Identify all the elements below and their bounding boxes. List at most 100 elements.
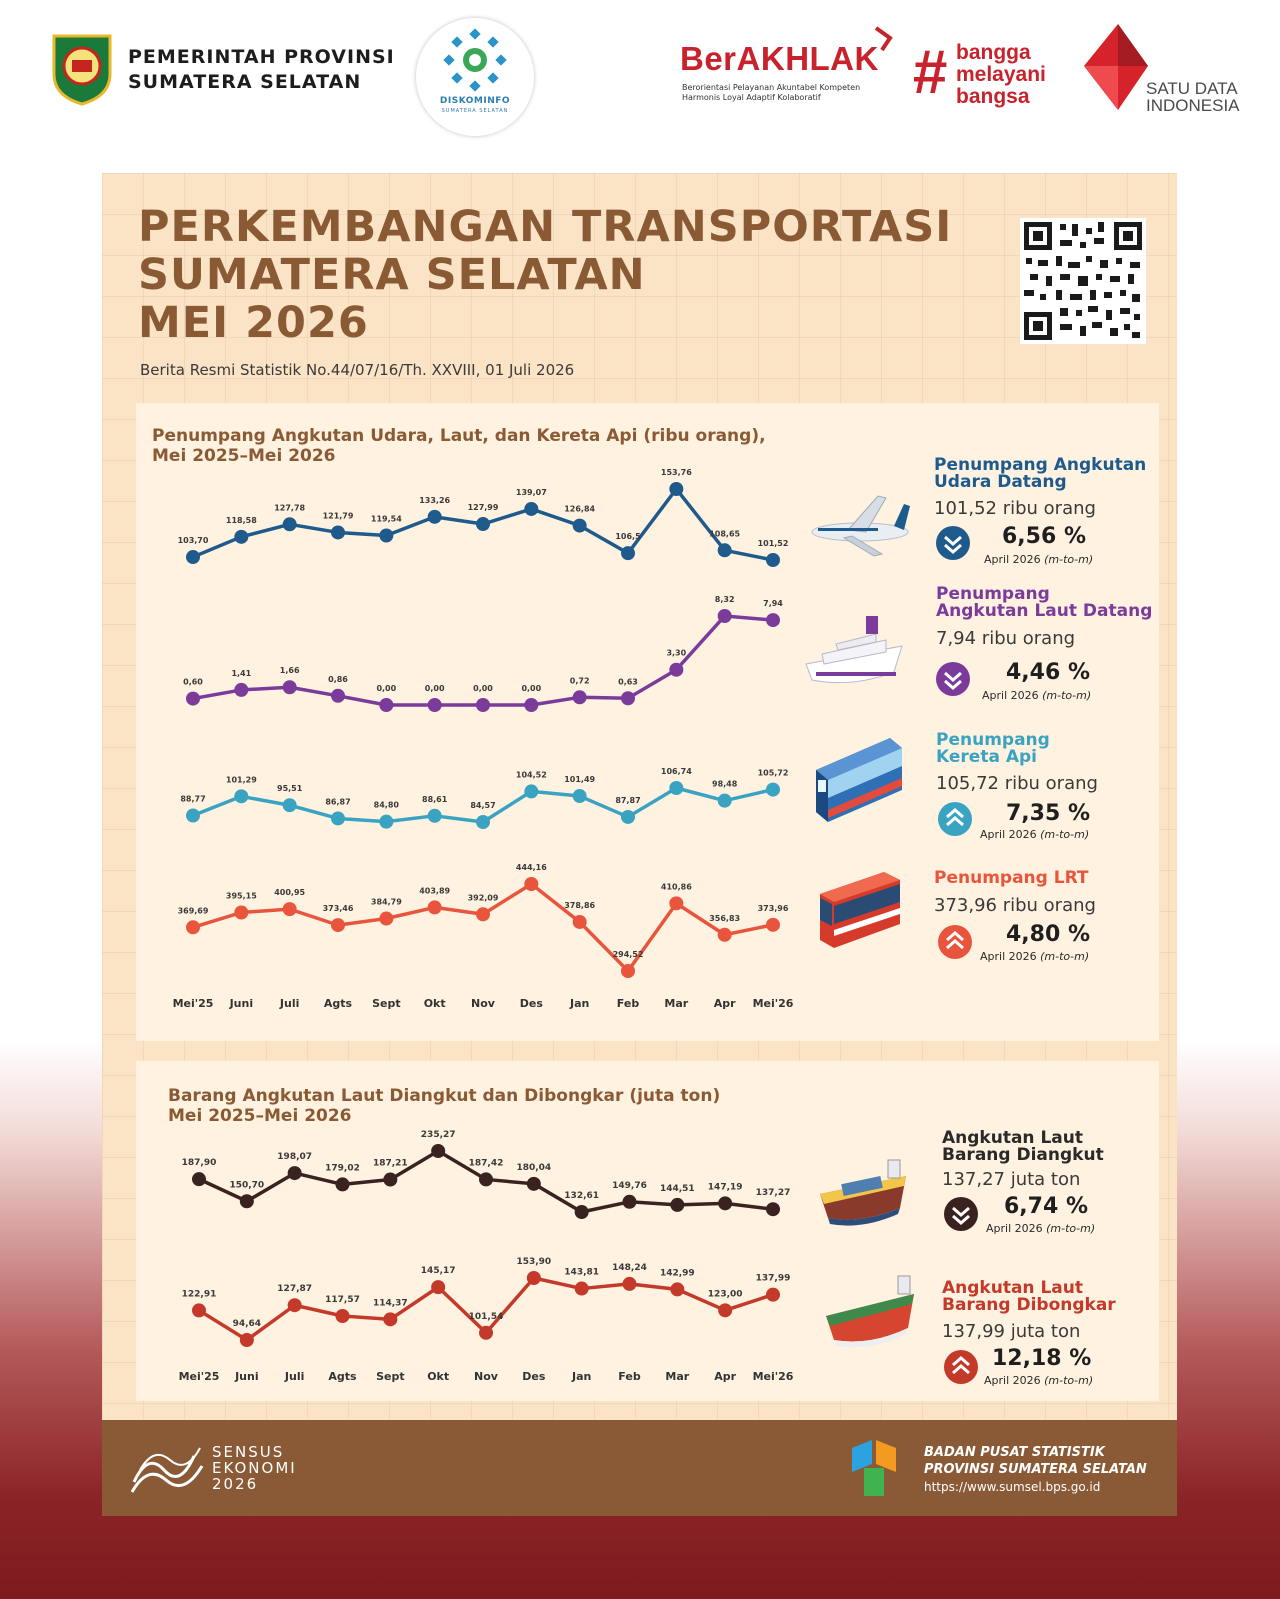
data-point-udara <box>331 525 345 540</box>
info-diangkut-h2: Barang Diangkut <box>942 1145 1104 1165</box>
data-label-dibongkar: 114,37 <box>373 1298 408 1308</box>
data-label-diangkut: 132,61 <box>564 1191 599 1201</box>
data-label-udara: 103,70 <box>178 536 209 545</box>
info-udara-note-month: April 2026 <box>984 553 1041 566</box>
increase-chevron-icon <box>938 802 972 836</box>
sensus-line2: EKONOMI <box>212 1459 297 1477</box>
title-line2: SUMATERA SELATAN <box>138 250 646 300</box>
data-label-udara: 108,65 <box>709 529 740 538</box>
data-label-udara: 118,58 <box>226 516 257 525</box>
info-laut-value: 7,94 ribu orang <box>936 628 1076 649</box>
data-label-udara: 126,84 <box>564 505 595 514</box>
info-udara-pct: 6,56 % <box>1002 524 1086 549</box>
data-point-dibongkar <box>670 1282 685 1297</box>
data-label-diangkut: 179,02 <box>325 1163 360 1173</box>
lrt-train-icon <box>820 872 900 948</box>
title-line1: PERKEMBANGAN TRANSPORTASI <box>138 202 953 252</box>
chart2-title-line1: Barang Angkutan Laut Diangkut dan Dibong… <box>168 1086 721 1106</box>
x-tick-label: Juni <box>234 1370 259 1383</box>
sensus-ekonomi-logo-icon <box>130 1447 204 1493</box>
bangga-hash: # <box>912 38 947 107</box>
x-tick-label: Agts <box>328 1370 357 1383</box>
info-lrt-note-month: April 2026 <box>980 950 1037 963</box>
data-label-udara: 121,79 <box>323 511 354 520</box>
bangga-line1: bangga <box>956 41 1031 64</box>
data-point-laut <box>234 682 249 697</box>
data-point-udara <box>669 482 684 496</box>
data-point-udara <box>427 509 442 524</box>
data-label-diangkut: 187,42 <box>469 1158 504 1168</box>
chart1-title: Penumpang Angkutan Udara, Laut, dan Kere… <box>152 426 766 466</box>
info-kereta-value: 105,72 ribu orang <box>936 773 1098 794</box>
province-emblem-icon <box>52 34 112 106</box>
bps-line2: PROVINSI SUMATERA SELATAN <box>924 1462 1147 1477</box>
data-label-diangkut: 137,27 <box>756 1188 791 1198</box>
data-point-lrt <box>427 900 442 915</box>
data-point-kereta <box>331 811 345 826</box>
bps-website-link[interactable]: https://www.sumsel.bps.go.id <box>924 1480 1101 1494</box>
data-label-laut: 0,72 <box>570 676 590 685</box>
data-point-diangkut <box>670 1197 685 1212</box>
bps-logo-icon <box>852 1440 896 1496</box>
data-point-udara <box>766 553 780 567</box>
data-label-lrt: 400,95 <box>274 888 305 897</box>
province-line2: SUMATERA SELATAN <box>128 71 362 93</box>
bangga-line3: bangsa <box>956 85 1030 108</box>
data-label-laut: 0,00 <box>473 684 493 693</box>
data-label-kereta: 104,52 <box>516 770 547 779</box>
decrease-chevron-icon <box>944 1197 978 1231</box>
x-tick-label: Juli <box>284 1370 304 1383</box>
data-label-laut: 3,30 <box>666 649 686 658</box>
info-lrt-heading: Penumpang LRT <box>934 870 1089 887</box>
info-diangkut-note: April 2026 (m-to-m) <box>986 1222 1095 1235</box>
data-point-diangkut <box>383 1172 398 1187</box>
province-line1: PEMERINTAH PROVINSI <box>128 46 395 68</box>
data-point-lrt <box>621 964 635 978</box>
qr-code-icon[interactable] <box>1020 218 1146 344</box>
data-label-kereta: 105,72 <box>758 769 789 778</box>
info-diangkut-note-month: April 2026 <box>986 1222 1043 1235</box>
info-laut-h2: Angkutan Laut Datang <box>936 601 1153 621</box>
data-label-kereta: 106,74 <box>661 767 692 776</box>
x-tick-label: Mei'26 <box>753 1370 794 1383</box>
data-label-udara: 106,5 <box>615 532 641 541</box>
info-lrt-pct: 4,80 % <box>1006 922 1090 947</box>
data-label-lrt: 294,52 <box>613 950 644 959</box>
data-label-dibongkar: 117,57 <box>325 1295 360 1305</box>
x-tick-label: Mar <box>664 997 688 1010</box>
x-tick-label: Des <box>522 1370 546 1383</box>
data-label-laut: 7,94 <box>763 599 783 608</box>
data-point-diangkut <box>431 1144 446 1158</box>
data-point-lrt <box>766 917 780 932</box>
berakhlak-tagline-1: Berorientasi Pelayanan Akuntabel Kompete… <box>682 83 861 92</box>
data-label-dibongkar: 101,54 <box>469 1312 504 1322</box>
data-point-laut <box>331 688 345 703</box>
decrease-chevron-icon <box>936 526 970 560</box>
info-kereta-note: April 2026 (m-to-m) <box>980 828 1089 841</box>
data-label-udara: 139,07 <box>516 488 547 497</box>
data-label-udara: 127,99 <box>468 503 499 512</box>
sensus-line3: 2026 <box>212 1475 259 1493</box>
data-label-udara: 127,78 <box>274 503 305 512</box>
data-label-lrt: 384,79 <box>371 898 402 907</box>
x-tick-label: Apr <box>714 997 736 1010</box>
cargo-ship-loaded-icon <box>820 1159 906 1226</box>
cargo-ship-unloaded-icon <box>826 1275 914 1348</box>
info-dibongkar-note-month: April 2026 <box>984 1374 1041 1387</box>
info-dibongkar-note: April 2026 (m-to-m) <box>984 1374 1093 1387</box>
data-point-kereta <box>186 808 200 823</box>
data-point-laut <box>186 691 200 706</box>
data-point-udara <box>717 543 732 558</box>
data-point-laut <box>766 613 780 628</box>
info-diangkut-pct: 6,74 % <box>1004 1194 1088 1219</box>
data-point-dibongkar <box>335 1309 350 1324</box>
info-laut-pct: 4,46 % <box>1006 660 1090 685</box>
data-label-diangkut: 147,19 <box>708 1182 743 1192</box>
data-label-dibongkar: 143,81 <box>564 1268 599 1278</box>
data-point-udara <box>282 517 297 532</box>
info-laut-note-basis: (m-to-m) <box>1042 689 1092 702</box>
data-label-lrt: 373,96 <box>758 904 789 913</box>
bangga-text: bangga melayani bangsa <box>956 42 1046 108</box>
header: PEMERINTAH PROVINSI SUMATERA SELATAN DIS… <box>0 0 1280 150</box>
x-tick-label: Agts <box>324 997 353 1010</box>
